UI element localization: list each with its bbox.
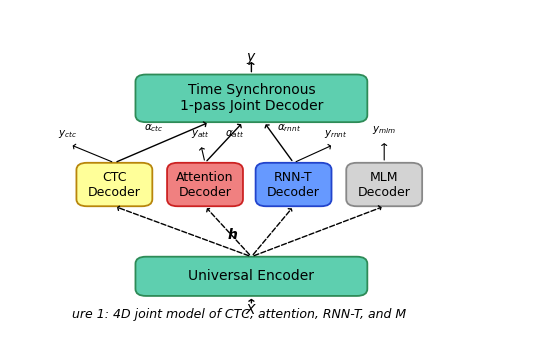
Text: $\alpha_{att}$: $\alpha_{att}$ xyxy=(225,128,244,140)
FancyBboxPatch shape xyxy=(167,163,243,206)
Text: Attention
Decoder: Attention Decoder xyxy=(176,170,234,198)
Text: $X$: $X$ xyxy=(245,303,257,317)
Text: ure 1: 4D joint model of CTC, attention, RNN-T, and M: ure 1: 4D joint model of CTC, attention,… xyxy=(72,308,406,321)
Text: Time Synchronous
1-pass Joint Decoder: Time Synchronous 1-pass Joint Decoder xyxy=(180,83,323,114)
Text: RNN-T
Decoder: RNN-T Decoder xyxy=(267,170,320,198)
Text: $\boldsymbol{h}$: $\boldsymbol{h}$ xyxy=(227,227,238,242)
FancyBboxPatch shape xyxy=(135,75,367,122)
Text: $y$: $y$ xyxy=(246,51,257,66)
Text: MLM
Decoder: MLM Decoder xyxy=(358,170,411,198)
Text: Universal Encoder: Universal Encoder xyxy=(188,269,314,283)
FancyBboxPatch shape xyxy=(135,257,367,296)
Text: $y_{ctc}$: $y_{ctc}$ xyxy=(58,128,78,141)
Text: $y_{att}$: $y_{att}$ xyxy=(191,128,210,141)
Text: $\alpha_{ctc}$: $\alpha_{ctc}$ xyxy=(144,122,163,134)
Text: $y_{mlm}$: $y_{mlm}$ xyxy=(372,124,396,136)
Text: $y_{rnnt}$: $y_{rnnt}$ xyxy=(324,128,348,141)
FancyBboxPatch shape xyxy=(347,163,422,206)
Text: CTC
Decoder: CTC Decoder xyxy=(88,170,141,198)
FancyBboxPatch shape xyxy=(76,163,152,206)
FancyBboxPatch shape xyxy=(256,163,331,206)
Text: $\alpha_{rnnt}$: $\alpha_{rnnt}$ xyxy=(277,122,301,134)
